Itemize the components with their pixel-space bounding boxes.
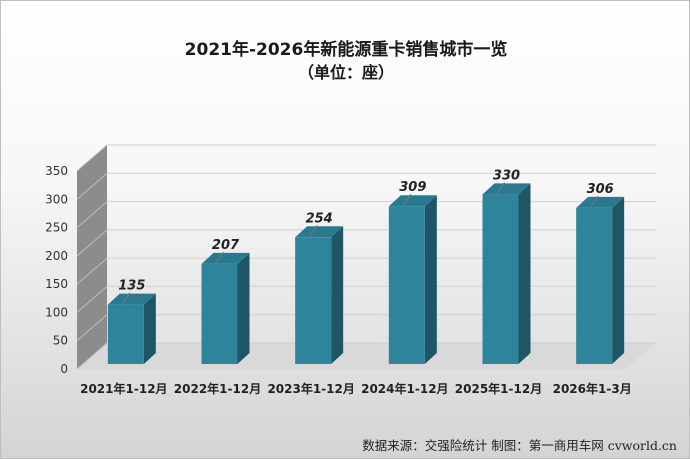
gridline-side	[76, 314, 108, 342]
y-tick-label: 350	[45, 164, 68, 178]
y-tick-label: 0	[60, 362, 68, 376]
bar-top	[576, 196, 625, 208]
x-tick-label: 2023年1-12月	[267, 381, 354, 396]
data-label: 330	[493, 168, 520, 183]
y-tick-label: 50	[53, 334, 68, 348]
gridline-side	[76, 229, 108, 257]
bar-side	[143, 293, 156, 364]
x-tick-label: 2025年1-12月	[455, 381, 542, 396]
bar-top	[201, 252, 250, 264]
bar	[482, 194, 519, 364]
chart-title: 2021年-2026年新能源重卡销售城市一览	[184, 40, 508, 60]
data-label-leader	[121, 292, 131, 305]
gridline-side	[76, 286, 108, 313]
bar-side	[612, 196, 625, 364]
floor	[77, 343, 656, 369]
data-label-leader	[496, 182, 505, 195]
bar-side	[518, 183, 531, 364]
bar-top	[388, 195, 437, 207]
data-label: 306	[587, 182, 614, 197]
x-tick-label: 2024年1-12月	[361, 381, 448, 396]
bar-side	[237, 252, 250, 364]
chart-subtitle: （单位：座）	[297, 63, 394, 82]
x-tick-label: 2026年1-3月	[553, 381, 632, 396]
bar-side	[331, 226, 344, 364]
x-tick-label: 2022年1-12月	[174, 381, 261, 396]
y-tick-label: 250	[45, 221, 68, 235]
bar	[201, 263, 238, 364]
gridline-side	[76, 201, 108, 228]
bar-top	[482, 183, 531, 195]
bar	[295, 237, 332, 364]
y-tick-label: 100	[45, 305, 68, 319]
x-tick-label: 2021年1-12月	[80, 381, 167, 396]
gridline-side	[76, 144, 108, 172]
data-label: 309	[399, 180, 426, 195]
y-tick-label: 200	[45, 249, 68, 263]
bar-top	[295, 226, 344, 238]
bar	[107, 304, 144, 364]
gridline-side	[76, 342, 108, 370]
y-tick-label: 150	[45, 277, 68, 291]
bar	[388, 206, 425, 364]
data-label: 207	[212, 238, 240, 253]
data-label: 135	[118, 279, 145, 294]
y-tick-label: 300	[45, 192, 68, 206]
data-label: 254	[306, 211, 333, 226]
bar-top	[107, 293, 156, 305]
gridline-side	[76, 257, 108, 285]
bar	[576, 207, 613, 364]
bar-side	[424, 195, 437, 364]
source-note: 数据来源：交强险统计 制图：第一商用车网 cvworld.cn	[362, 438, 677, 453]
data-label-leader	[589, 195, 599, 209]
data-label-leader	[215, 251, 224, 265]
data-label-leader	[308, 225, 318, 238]
data-label-leader	[402, 193, 412, 207]
gridline-side	[76, 172, 108, 200]
side-wall	[77, 145, 107, 369]
